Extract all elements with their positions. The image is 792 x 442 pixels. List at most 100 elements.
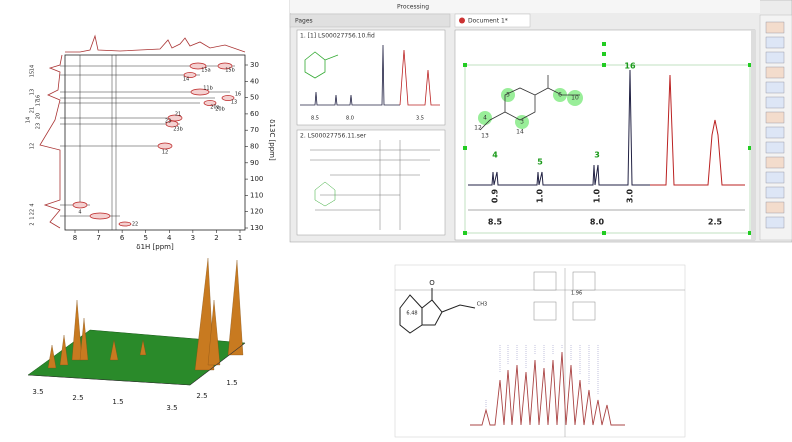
x-tick-label: 2.5 — [72, 394, 83, 402]
atom-label: 12 — [474, 125, 482, 132]
indanone — [399, 288, 476, 334]
x-tick-label: 8 — [73, 234, 77, 242]
peak-label: 23b — [173, 127, 183, 133]
document-spectrum — [468, 69, 745, 186]
peak-label: 15b — [225, 68, 235, 74]
peak-label: 16 — [624, 62, 636, 71]
annotation: 1.96 — [571, 291, 582, 297]
atom-label: CH3 — [477, 302, 487, 308]
y-tick-label: 100 — [250, 175, 263, 183]
y-tick-label: 30 — [250, 61, 259, 69]
peak-label: 12 — [162, 150, 168, 156]
menu-bar — [290, 0, 760, 13]
y-tick-label: 2.5 — [196, 392, 207, 400]
peak-label: 16 — [235, 92, 241, 98]
row-label: 13 — [30, 89, 36, 95]
x-tick-label: 1.5 — [112, 398, 123, 406]
plot-frame — [64, 54, 246, 231]
y-tick-label: 110 — [250, 191, 263, 199]
thumb-tick: 3.5 — [416, 116, 424, 122]
menu-item: Processing — [397, 4, 429, 11]
surface-axes — [27, 342, 246, 386]
row-label: 14 — [26, 117, 32, 123]
x-tick-label: 8.5 — [488, 218, 503, 227]
x-tick-label: 2 — [214, 234, 218, 242]
cross-peaks — [72, 62, 235, 227]
hsqc-panel — [39, 34, 246, 231]
thumb-2d — [310, 140, 440, 230]
tool-button[interactable] — [765, 36, 785, 49]
peak-label: 3 — [594, 151, 600, 160]
atom-label: 10 — [571, 95, 579, 102]
integral: 3.0 — [626, 188, 635, 203]
atom-label: 6 — [558, 92, 562, 99]
document-tab-bg[interactable] — [454, 13, 531, 28]
page-thumb-2[interactable] — [296, 129, 446, 236]
row-label: 15 — [30, 71, 36, 77]
y-tick-label: 50 — [250, 94, 259, 102]
tool-button[interactable] — [765, 21, 785, 34]
peak-label: 20b — [215, 107, 225, 113]
software-window — [289, 0, 792, 243]
integral: 1.0 — [536, 188, 545, 203]
tool-button[interactable] — [765, 216, 785, 229]
x-tick-label: 2.5 — [708, 218, 723, 227]
thumb-spectrum — [300, 44, 440, 106]
peak-label: 23 — [165, 119, 171, 125]
row-label: 2 — [30, 222, 36, 225]
x-tick-label: 1 — [238, 234, 242, 242]
spectrum-panel — [394, 264, 686, 438]
atom-label: 3 — [520, 119, 524, 126]
y-tick-label: 60 — [250, 110, 259, 118]
x-tick-label: 6 — [120, 234, 125, 242]
x-tick-label: 7 — [96, 234, 100, 242]
y-tick-label: 40 — [250, 77, 259, 85]
row-label: 17 — [36, 100, 42, 106]
scrollbar[interactable] — [751, 30, 756, 240]
atom-label: O — [429, 279, 435, 287]
y-tick-label: 90 — [250, 159, 259, 167]
y-axis-label: δ13C [ppm] — [268, 119, 276, 161]
tool-button[interactable] — [765, 186, 785, 199]
peak-picks — [485, 345, 599, 408]
tab-icon — [459, 17, 465, 24]
multiplet — [470, 351, 625, 426]
tool-button[interactable] — [765, 171, 785, 184]
thumb-tick: 8.0 — [346, 116, 354, 122]
peak-label: 14 — [183, 77, 189, 83]
atom-label: 14 — [516, 129, 524, 136]
annotation: 6.48 — [406, 311, 417, 317]
page-thumb-1[interactable] — [296, 29, 446, 126]
tool-button[interactable] — [765, 156, 785, 169]
document-tab[interactable]: Document 1* — [468, 18, 508, 25]
tool-button[interactable] — [765, 96, 785, 109]
tool-button[interactable] — [765, 126, 785, 139]
y-tick-label: 130 — [250, 224, 263, 232]
y-tick-label: 70 — [250, 126, 259, 134]
document-area — [454, 29, 756, 241]
selection-handles — [463, 42, 752, 235]
tool-button[interactable] — [765, 66, 785, 79]
peak-label: 4 — [492, 151, 498, 160]
row-label: 12 — [30, 143, 36, 149]
peak-label: 11b — [203, 86, 213, 92]
tool-button[interactable] — [765, 111, 785, 124]
atom-label: 13 — [481, 133, 489, 140]
row-label: 22 — [30, 209, 36, 215]
surface-peaks — [47, 257, 244, 371]
tool-button[interactable] — [765, 81, 785, 94]
tool-button[interactable] — [765, 201, 785, 214]
molecule — [478, 75, 583, 131]
pages-tab-bg[interactable] — [289, 13, 451, 28]
peak-label: 21 — [175, 112, 181, 118]
peak-label: 20a — [210, 105, 219, 111]
row-label: 16 — [36, 95, 42, 101]
pages-tab[interactable]: Pages — [295, 18, 313, 25]
zoom-tools[interactable] — [533, 271, 596, 321]
tool-button[interactable] — [765, 141, 785, 154]
x-axis-label: δ1H [ppm] — [136, 243, 174, 251]
y-tick-label: 80 — [250, 143, 259, 151]
x-tick-label: 3.5 — [32, 388, 43, 396]
tool-button[interactable] — [765, 51, 785, 64]
